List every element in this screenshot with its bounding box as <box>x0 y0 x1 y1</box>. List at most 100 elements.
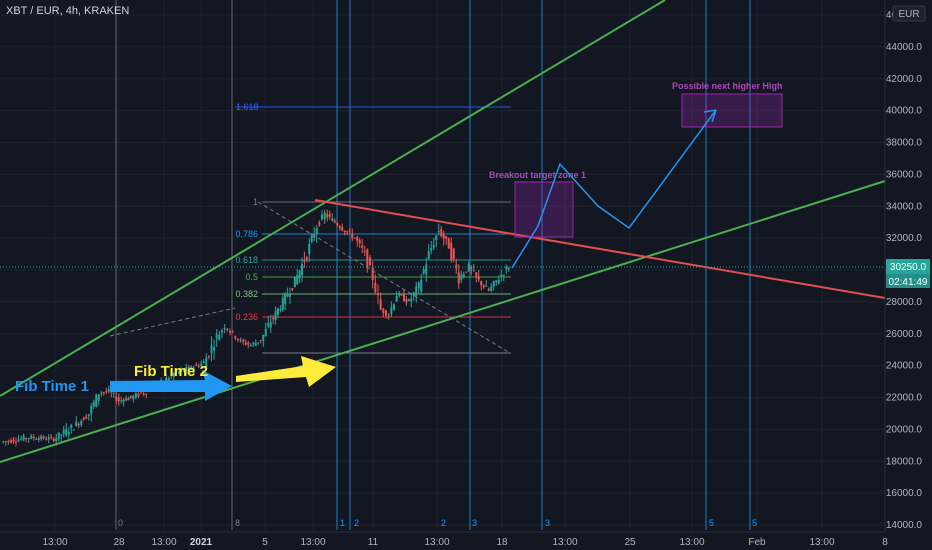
candle-body <box>50 436 53 438</box>
candle-body <box>407 299 410 301</box>
candle-body <box>229 331 231 333</box>
candle-body <box>37 438 40 440</box>
price-tick-label: 32000.0 <box>886 233 923 244</box>
candle-body <box>405 299 408 303</box>
candle-body <box>127 398 130 401</box>
candle-body <box>371 267 374 281</box>
candle-body <box>262 334 265 341</box>
candle-body <box>390 307 393 315</box>
candle-body <box>239 339 242 341</box>
candle-body <box>338 226 341 229</box>
candle-body <box>197 365 200 367</box>
candle-body <box>226 328 229 330</box>
candle-body <box>505 266 508 270</box>
currency-label: EUR <box>898 9 919 20</box>
fib-time-label: 5 <box>709 518 714 528</box>
candle-body <box>205 357 208 368</box>
candle-body <box>264 328 267 336</box>
candle-body <box>22 435 25 441</box>
candle-body <box>296 275 299 285</box>
candle-body <box>427 251 430 259</box>
candle-body <box>480 281 483 286</box>
candle-body <box>412 292 415 296</box>
candle-body <box>452 248 455 259</box>
price-tick-label: 26000.0 <box>886 329 923 340</box>
time-tick-label: 25 <box>624 537 636 548</box>
candle-body <box>305 257 308 260</box>
candle-body <box>363 250 366 252</box>
fib-level-label: 1 <box>253 197 258 207</box>
fib-time-label: 5 <box>752 518 757 528</box>
candle-body <box>32 437 35 439</box>
candle-body <box>180 369 183 371</box>
candle-body <box>42 436 45 439</box>
candle-body <box>102 392 105 394</box>
fib-level-label: 0.618 <box>235 255 258 265</box>
candle-body <box>67 431 70 435</box>
arrows: Fib Time 1 Fib Time 2 <box>15 356 336 401</box>
candle-body <box>279 309 282 311</box>
candle-body <box>112 392 115 394</box>
candle-body <box>269 321 272 328</box>
candle-body <box>237 338 239 341</box>
time-tick-label: 11 <box>368 537 379 548</box>
fib-level-label: 1.618 <box>236 102 259 112</box>
time-tick-label: 13:00 <box>552 537 577 548</box>
price-tick-label: 34000.0 <box>886 201 923 212</box>
candle-body <box>195 364 198 366</box>
candle-body <box>385 310 387 316</box>
candle-body <box>20 438 23 440</box>
candle-body <box>485 285 488 287</box>
price-tick-label: 18000.0 <box>886 456 923 467</box>
price-tick-label: 42000.0 <box>886 74 923 85</box>
currency-badge[interactable] <box>892 5 926 22</box>
candle-body <box>267 323 270 327</box>
price-tick-label: 28000.0 <box>886 297 923 308</box>
candle-body <box>85 416 88 419</box>
time-axis[interactable]: 13:00 28 13:00 2021 5 13:00 11 13:00 18 13:00 25 13… <box>42 537 888 548</box>
candle-body <box>187 366 190 370</box>
time-tick-label: Feb <box>748 537 766 548</box>
lower-channel-line <box>0 180 886 463</box>
candle-body <box>398 292 401 296</box>
candle-body <box>500 275 503 277</box>
candle-body <box>353 237 356 239</box>
upper-channel-line <box>0 0 666 397</box>
candle-body <box>430 248 433 251</box>
candle-body <box>432 245 435 248</box>
candle-body <box>331 218 334 221</box>
candle-body <box>15 441 17 443</box>
candle-body <box>361 245 364 249</box>
candle-body <box>447 238 450 249</box>
candle-body <box>167 378 170 381</box>
candle-body <box>80 420 83 426</box>
time-axis-background <box>0 532 932 550</box>
candle-body <box>132 395 135 400</box>
candle-body <box>234 336 237 339</box>
candle-body <box>472 270 475 272</box>
candle-body <box>328 214 331 217</box>
time-tick-label: 13:00 <box>679 537 704 548</box>
time-tick-label: 13:00 <box>42 537 67 548</box>
candle-body <box>170 374 173 376</box>
last-price-marker: 30250.0 02:41:49 <box>0 259 930 288</box>
chart-title: XBT / EUR, 4h, KRAKEN <box>6 5 129 17</box>
candle-body <box>348 230 351 232</box>
candle-body <box>313 234 316 238</box>
candle-body <box>247 342 250 345</box>
candle-body <box>77 424 80 426</box>
candle-body <box>207 356 210 358</box>
candle-body <box>343 230 346 233</box>
candle-body <box>17 439 20 442</box>
fib-retracement: 1.618 1 0.786 0.618 0.5 0.382 0.236 <box>235 102 511 354</box>
fib-level-label: 0.786 <box>235 229 258 239</box>
fib-time-1-label: Fib Time 1 <box>15 378 89 395</box>
candle-body <box>129 395 132 398</box>
candle-body <box>284 293 287 305</box>
candle-body <box>291 288 294 290</box>
candle-body <box>286 294 289 297</box>
candle-body <box>134 393 137 398</box>
candle-body <box>192 367 195 371</box>
breakout-zone-label: Breakout target zone 1 <box>489 170 586 180</box>
